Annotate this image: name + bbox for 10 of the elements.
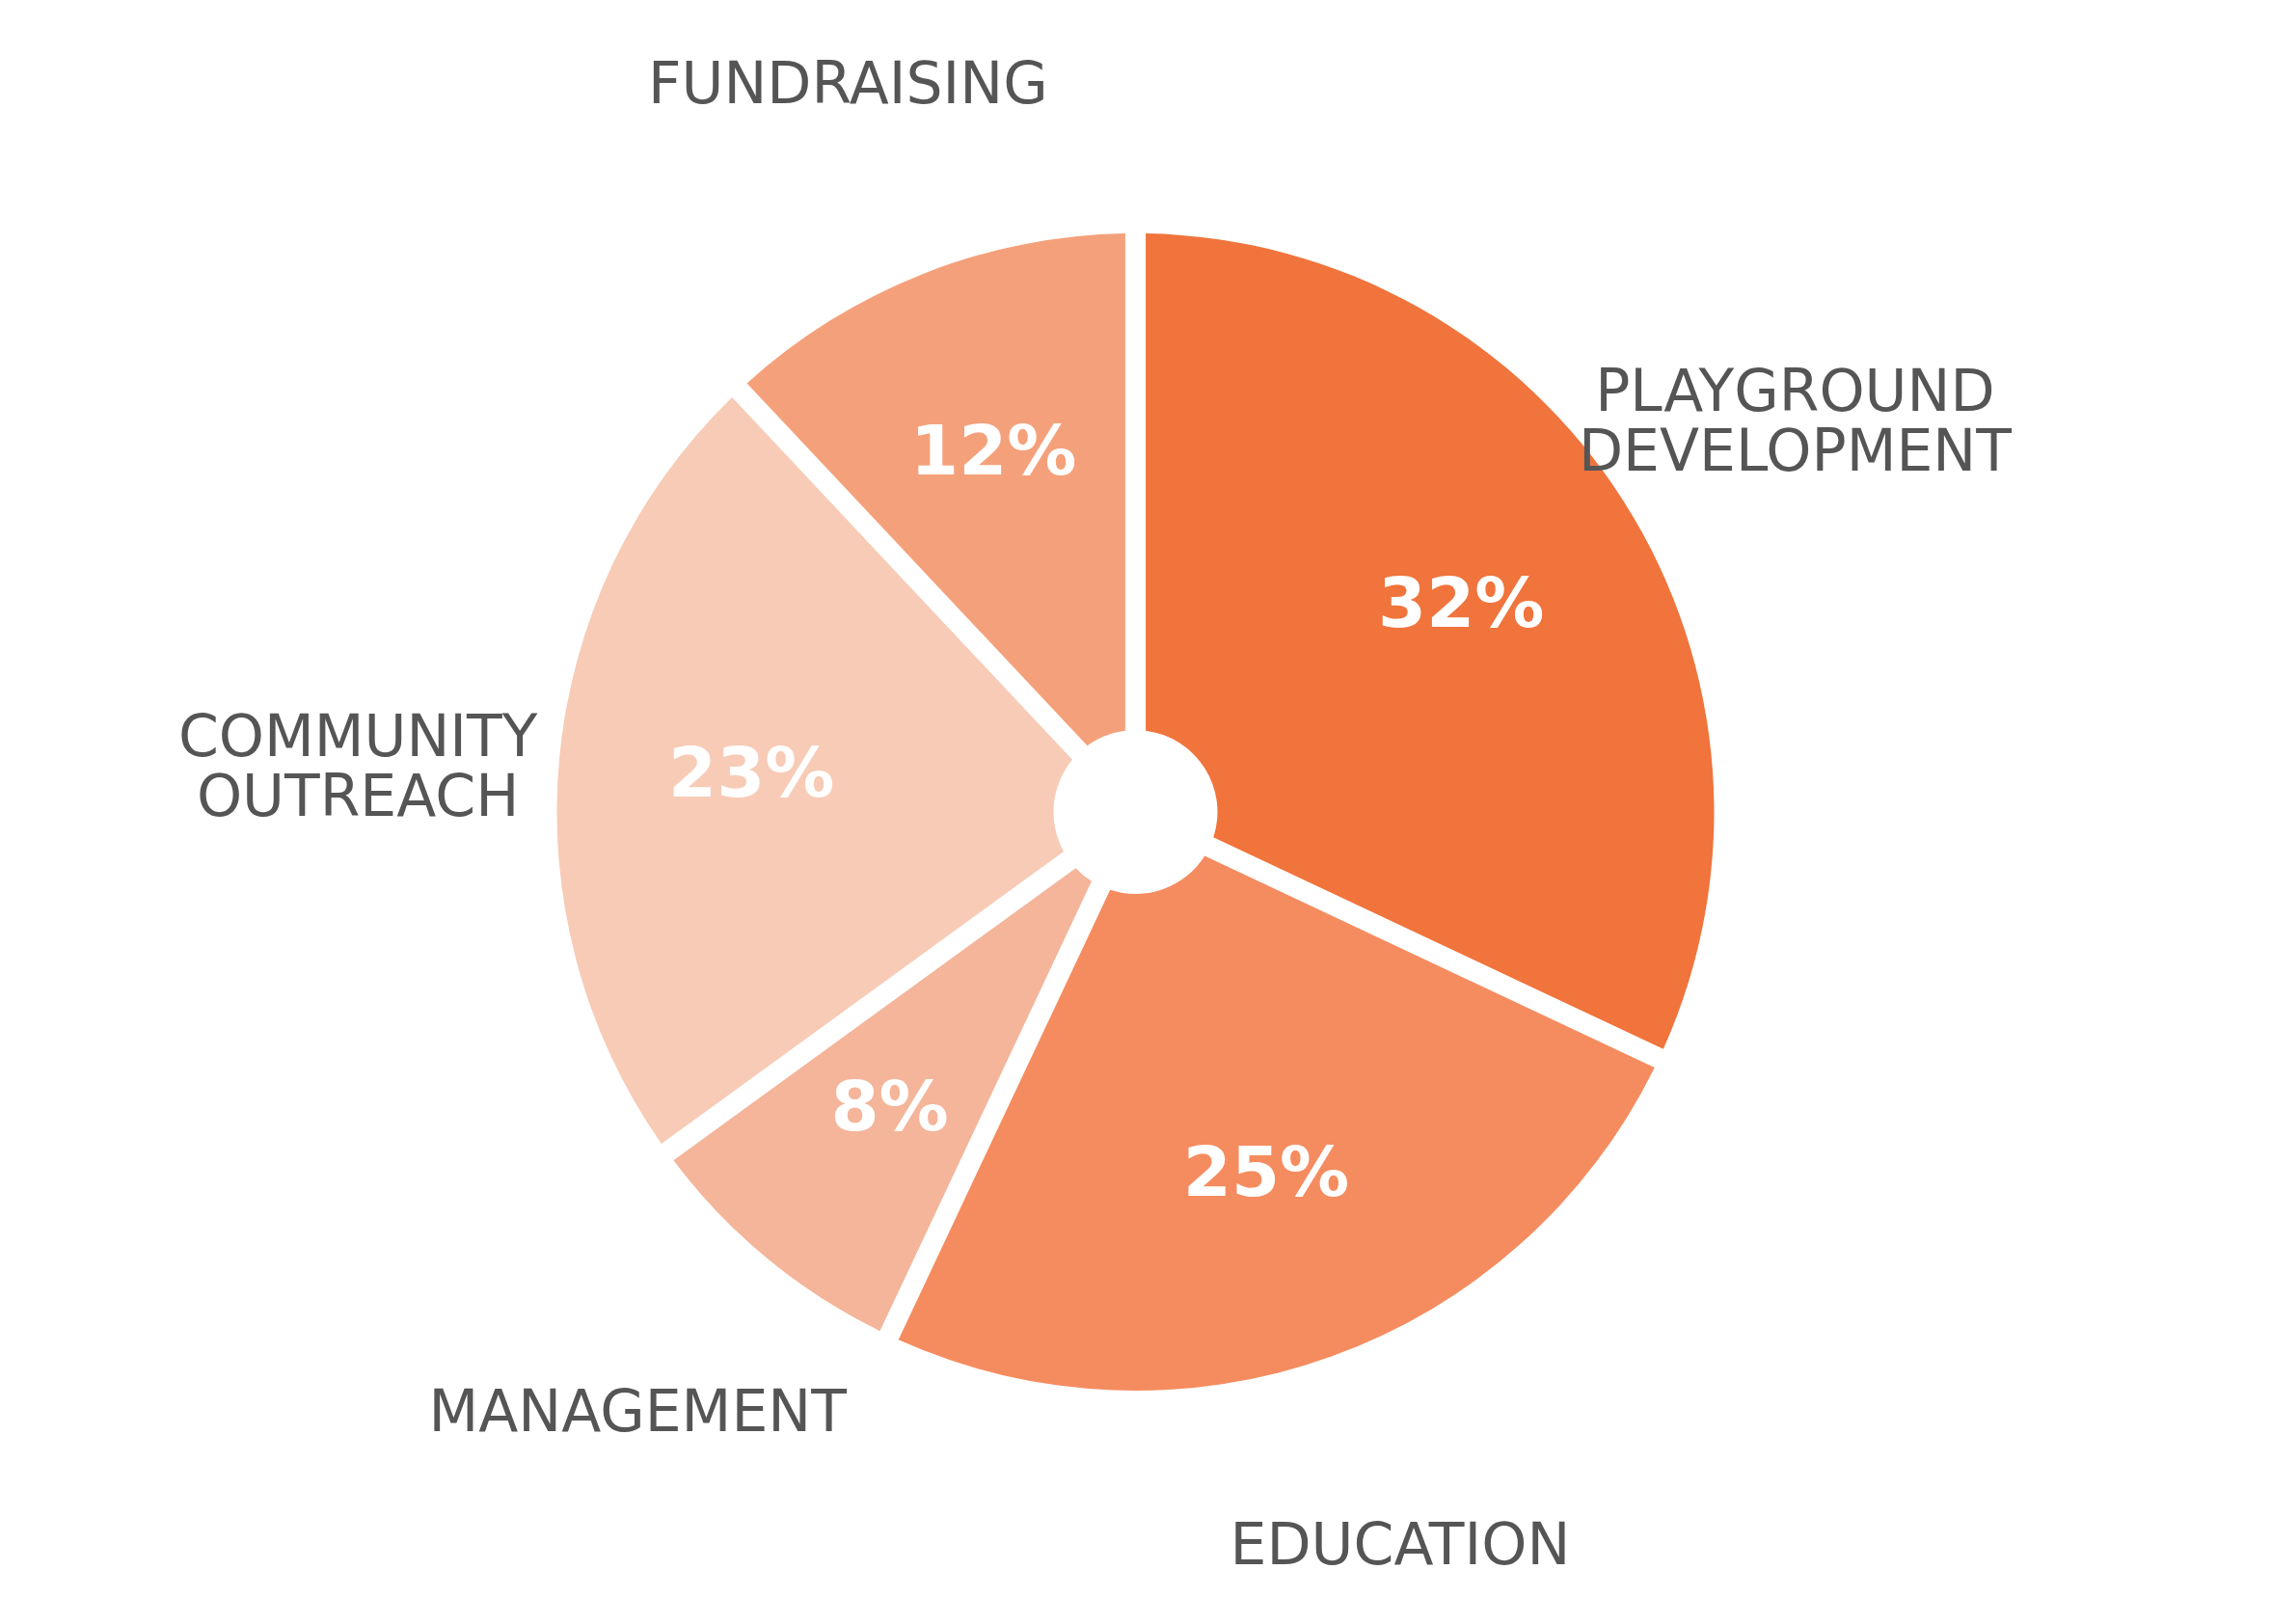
slice-label: MANAGEMENT: [428, 1377, 848, 1446]
data-label: 23%: [668, 732, 835, 814]
slice-label: COMMUNITY OUTREACH: [177, 701, 538, 829]
data-label: 12%: [910, 410, 1077, 492]
slice-label: EDUCATION: [1230, 1510, 1571, 1579]
data-label: 32%: [1378, 561, 1545, 643]
slice-label: PLAYGROUND DEVELOPMENT: [1578, 356, 2013, 484]
slice-label: FUNDRAISING: [647, 48, 1048, 117]
data-label: 8%: [830, 1066, 949, 1148]
data-label: 25%: [1182, 1131, 1350, 1213]
